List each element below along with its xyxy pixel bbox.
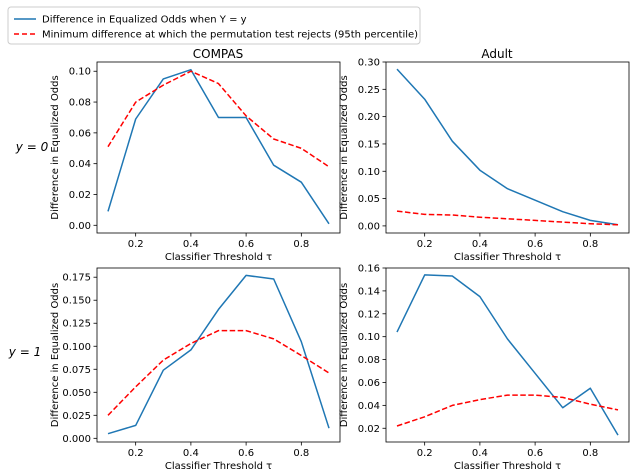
y-tick-label: 0.12 [358,309,380,320]
series-line-difference [107,68,330,225]
x-axis-label: Classifier Threshold τ [165,461,272,470]
x-axis-label: Classifier Threshold τ [454,461,561,470]
panel-adult-y1: 0.2 0.4 0.6 0.8 0.02 0.04 0.06 0.08 0.10 0.12 0.14… [339,264,630,470]
legend: Difference in Equalized Odds when Y = y … [7,6,421,45]
y-tick-label: 0.000 [62,434,91,445]
x-tick-label: 0.8 [582,448,598,459]
y-axis-label: Difference in Equalized Odds [50,75,61,219]
row-label-y1: y = 1 [8,345,41,359]
y-tick-label: 0.04 [69,159,91,170]
row-label-y0: y = 0 [15,140,49,154]
series-line-threshold [396,210,619,226]
y-tick-label: 0.06 [358,378,380,389]
x-tick-label: 0.4 [183,239,199,250]
legend-label-threshold: Minimum difference at which the permutat… [42,30,418,41]
y-tick-label: 0.100 [62,342,91,353]
axes-frame [96,61,341,234]
x-tick-label: 0.2 [417,239,433,250]
x-tick-label: 0.6 [238,448,254,459]
axes-frame [96,267,341,443]
y-tick-label: 0.30 [358,58,380,69]
x-tick-label: 0.8 [293,448,309,459]
y-axis-label: Difference in Equalized Odds [339,283,350,427]
y-axis-label: Difference in Equalized Odds [50,283,61,427]
y-tick-label: 0.00 [358,221,380,232]
y-tick-label: 0.050 [62,388,91,399]
column-title-compas: COMPAS [193,47,243,61]
x-axis-label: Classifier Threshold τ [165,252,272,263]
x-tick-label: 0.2 [128,448,144,459]
y-tick-label: 0.175 [62,273,91,284]
y-tick-label: 0.10 [358,167,380,178]
series-line-threshold [396,394,619,427]
y-tick-label: 0.02 [69,190,91,201]
legend-frame [7,6,421,45]
x-tick-label: 0.6 [238,239,254,250]
axes-frame [385,61,630,234]
y-tick-label: 0.125 [62,319,91,330]
x-tick-label: 0.6 [527,448,543,459]
axes-frame [385,267,630,443]
panel-compas-y0: 0.2 0.4 0.6 0.8 0.00 0.02 0.04 0.06 0.08 0.10 Clas… [50,61,341,263]
y-tick-label: 0.20 [358,112,380,123]
y-tick-label: 0.08 [69,98,91,109]
panel-compas-y1: 0.2 0.4 0.6 0.8 0.000 0.025 0.050 0.075 0.100 0.1… [50,267,341,470]
y-tick-label: 0.02 [358,424,380,435]
legend-label-difference: Difference in Equalized Odds when Y = y [42,15,247,26]
x-tick-label: 0.2 [417,448,433,459]
y-axis-label: Difference in Equalized Odds [339,75,350,219]
x-tick-label: 0.2 [128,239,144,250]
panel-adult-y0: 0.2 0.4 0.6 0.8 0.00 0.05 0.10 0.15 0.20 0.25 0.30… [339,58,630,263]
column-title-adult: Adult [481,47,513,61]
y-tick-label: 0.06 [69,128,91,139]
series-line-threshold [107,70,330,168]
x-tick-label: 0.4 [183,448,199,459]
y-tick-label: 0.15 [358,139,380,150]
x-tick-label: 0.4 [472,448,488,459]
y-tick-label: 0.10 [69,67,91,78]
series-line-difference [396,68,619,226]
x-tick-label: 0.8 [582,239,598,250]
x-tick-label: 0.8 [293,239,309,250]
series-line-difference [396,274,619,436]
x-tick-label: 0.4 [472,239,488,250]
y-tick-label: 0.16 [358,264,380,275]
y-tick-label: 0.04 [358,401,380,412]
series-line-difference [107,274,330,435]
y-tick-label: 0.150 [62,296,91,307]
y-tick-label: 0.075 [62,365,91,376]
x-tick-label: 0.6 [527,239,543,250]
y-tick-label: 0.25 [358,85,380,96]
x-axis-label: Classifier Threshold τ [454,252,561,263]
y-tick-label: 0.025 [62,411,91,422]
y-tick-label: 0.14 [358,286,380,297]
y-tick-label: 0.08 [358,355,380,366]
series-line-threshold [107,329,330,416]
y-tick-label: 0.10 [358,332,380,343]
y-tick-label: 0.00 [69,221,91,232]
y-tick-label: 0.05 [358,194,380,205]
